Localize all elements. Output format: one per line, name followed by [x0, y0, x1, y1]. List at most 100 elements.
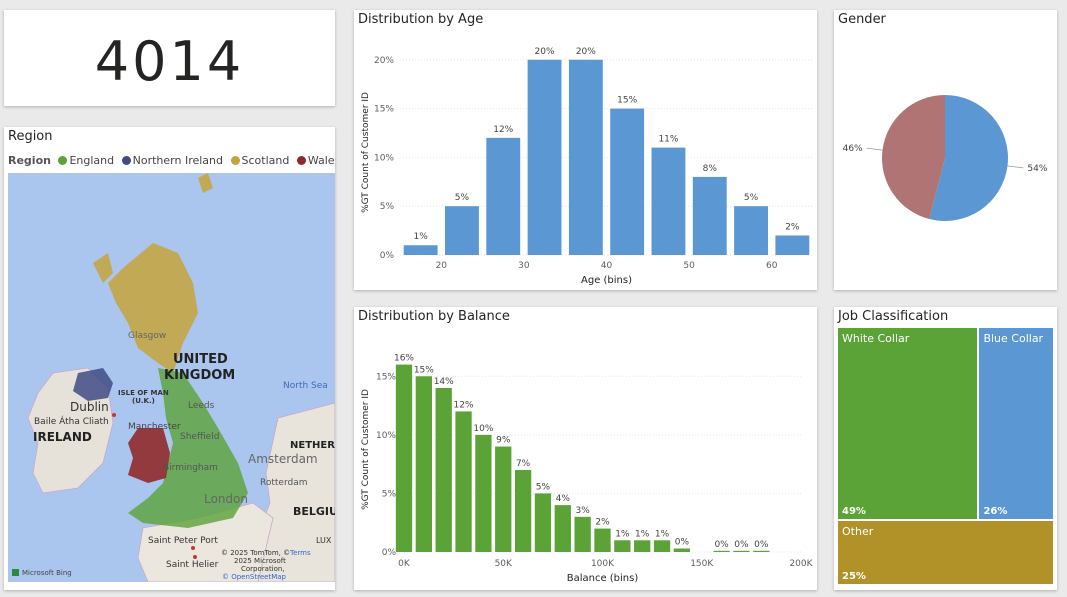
map-label-isle-of-man: ISLE OF MAN — [118, 389, 169, 397]
job-classification-card[interactable]: Job Classification White Collar 49% Blue C… — [834, 307, 1057, 590]
gender-slice-label: 46% — [843, 144, 863, 154]
balance-data-label: 15% — [414, 365, 434, 375]
balance-data-label: 4% — [556, 494, 571, 504]
customer-count-card[interactable]: 4014 — [4, 10, 335, 106]
map-credit-2: 2025 Microsoft — [234, 557, 286, 565]
gender-leader-line — [866, 147, 883, 151]
age-bar-chart[interactable]: 0% 5% 10% 15% 20% 1% 5% 12% 20% 20% 15% 11% 8% 5% 2% 20… — [354, 10, 817, 290]
scotland-islands — [93, 173, 213, 283]
balance-x-axis-label: Balance (bins) — [567, 573, 639, 584]
job-chart-title: Job Classification — [838, 309, 949, 324]
age-bar — [775, 235, 810, 255]
age-y-tick: 20% — [374, 56, 394, 66]
age-data-label: 15% — [617, 96, 637, 106]
balance-data-label: 0% — [675, 537, 690, 547]
map-dot-saint-helier — [193, 555, 197, 559]
gender-leader-line — [1007, 165, 1024, 169]
gender-chart-title: Gender — [838, 12, 886, 27]
customer-count-value: 4014 — [94, 30, 245, 93]
bing-icon — [12, 569, 19, 576]
balance-bar — [614, 540, 631, 552]
map-credit-4[interactable]: © OpenStreetMap — [222, 573, 287, 581]
balance-bar — [713, 550, 730, 552]
age-bar — [610, 108, 645, 255]
map-label-uk-1: UNITED — [173, 352, 228, 367]
balance-data-label: 5% — [536, 482, 551, 492]
balance-bar — [673, 548, 691, 552]
balance-y-tick: 5% — [382, 489, 397, 499]
balance-bar — [395, 364, 413, 552]
age-data-label: 11% — [658, 135, 678, 145]
legend-dot-england — [58, 156, 68, 165]
balance-bar — [634, 540, 651, 552]
balance-data-label: 0% — [734, 540, 749, 550]
balance-bar — [495, 446, 512, 552]
region-title: Region — [8, 129, 53, 144]
balance-data-label: 7% — [516, 459, 531, 469]
map-label-saint-peter-port: Saint Peter Port — [148, 536, 218, 546]
balance-bar — [574, 516, 591, 552]
age-data-label: 1% — [414, 232, 429, 242]
gender-pie-slice — [882, 95, 945, 220]
balance-x-tick: 100K — [591, 559, 615, 569]
map-label-amsterdam: Amsterdam — [248, 452, 318, 466]
balance-bar — [554, 505, 571, 552]
map-label-manchester: Manchester — [128, 422, 181, 432]
balance-distribution-card[interactable]: Distribution by Balance 0% 5% 10% 15% 16% 15%… — [354, 307, 817, 590]
balance-data-label: 9% — [496, 436, 511, 446]
age-y-tick: 0% — [380, 251, 395, 261]
age-data-label: 5% — [744, 193, 759, 203]
age-distribution-card[interactable]: Distribution by Age 0% 5% 10% 15% 20% 1% 5% 12%… — [354, 10, 817, 290]
treemap-label: White Collar — [842, 332, 910, 345]
legend-item-northern-ireland[interactable]: Northern Ireland — [121, 154, 223, 167]
map-bing-logo: Microsoft Bing — [22, 569, 72, 577]
balance-bar-chart[interactable]: 0%5%10%15%16%15%14%12%10%9%7%5%4%3%2%1% 1… — [354, 307, 817, 590]
balance-y-axis-label: %GT Count of Customer ID — [361, 389, 371, 510]
balance-bar — [733, 550, 750, 552]
treemap-cell-blue-collar[interactable]: Blue Collar 26% — [979, 328, 1053, 519]
balance-data-label: 1% — [615, 529, 630, 539]
balance-x-tick: 150K — [690, 559, 714, 569]
region-map-card[interactable]: Region Region England Northern Ireland S… — [4, 127, 335, 590]
age-x-tick: 30 — [518, 261, 530, 271]
age-bar — [527, 59, 562, 256]
treemap-cell-white-collar[interactable]: White Collar 49% — [838, 328, 978, 519]
age-data-label: 2% — [785, 222, 800, 232]
balance-x-tick: 50K — [495, 559, 513, 569]
wales-region — [128, 428, 170, 483]
legend-dot-scotland — [230, 156, 240, 165]
age-data-label: 20% — [576, 47, 596, 57]
age-data-label: 12% — [493, 125, 513, 135]
region-legend: Region England Northern Ireland Scotland… — [8, 154, 335, 167]
balance-chart-title: Distribution by Balance — [358, 309, 510, 324]
age-bar — [445, 206, 479, 255]
balance-y-tick: 10% — [376, 431, 396, 441]
legend-item-england[interactable]: England — [58, 154, 114, 167]
balance-data-label: 14% — [434, 377, 454, 387]
england-region — [128, 368, 248, 528]
balance-bar — [415, 376, 432, 552]
age-data-label: 5% — [455, 193, 470, 203]
map-credit-terms[interactable]: Terms — [289, 549, 311, 557]
age-chart-title: Distribution by Age — [358, 12, 484, 27]
balance-data-label: 1% — [655, 529, 670, 539]
balance-x-tick: 0K — [398, 559, 411, 569]
gender-pie-chart[interactable]: 54% 46% — [834, 10, 1057, 290]
age-data-label: 20% — [535, 47, 555, 57]
gender-card[interactable]: Gender 54% 46% — [834, 10, 1057, 290]
age-bar — [403, 245, 438, 255]
job-treemap[interactable]: White Collar 49% Blue Collar 26% Other 25% — [838, 328, 1053, 584]
legend-item-scotland[interactable]: Scotland — [230, 154, 289, 167]
age-bar — [568, 59, 603, 256]
balance-bar — [653, 540, 671, 552]
treemap-percent: 26% — [983, 506, 1008, 517]
region-map[interactable]: UNITED KINGDOM IRELAND Dublin Baile Átha… — [8, 173, 335, 582]
balance-y-tick: 0% — [382, 548, 397, 558]
legend-item-wales[interactable]: Wales — [296, 154, 335, 167]
balance-data-label: 3% — [576, 506, 591, 516]
map-dot-dublin — [112, 413, 116, 417]
treemap-cell-other[interactable]: Other 25% — [838, 521, 1053, 584]
balance-bar — [514, 470, 532, 552]
map-credit-1: © 2025 TomTom, © — [221, 549, 290, 557]
map-label-isle-of-man-uk: (U.K.) — [132, 397, 155, 405]
